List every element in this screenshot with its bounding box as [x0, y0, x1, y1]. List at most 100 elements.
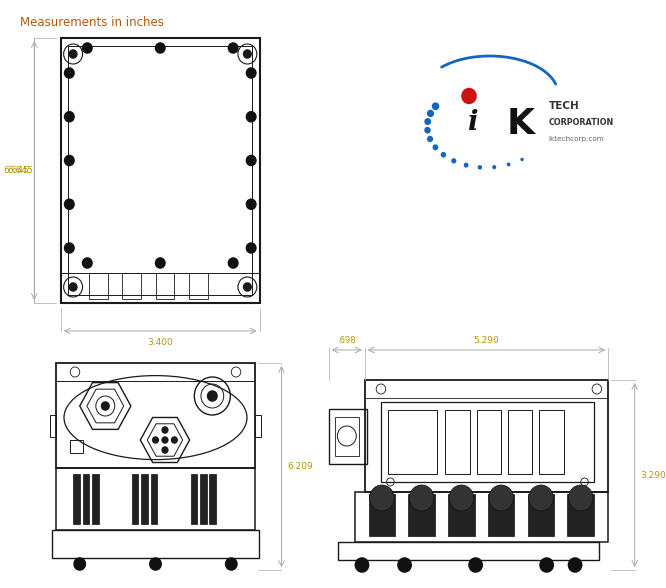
Circle shape — [489, 485, 513, 511]
Text: K: K — [507, 107, 535, 141]
Circle shape — [74, 558, 85, 570]
Text: 6.209: 6.209 — [287, 462, 313, 471]
Bar — [56, 468, 255, 530]
Bar — [356, 492, 608, 542]
Circle shape — [529, 485, 553, 511]
Circle shape — [540, 558, 553, 572]
Circle shape — [172, 437, 177, 443]
Circle shape — [228, 258, 238, 268]
Bar — [188, 273, 208, 299]
Circle shape — [428, 136, 432, 142]
Circle shape — [208, 391, 217, 401]
Circle shape — [433, 145, 438, 149]
Bar — [539, 410, 563, 474]
Circle shape — [469, 558, 482, 572]
Bar — [200, 474, 206, 524]
Bar — [56, 363, 255, 468]
Text: 3.400: 3.400 — [147, 338, 173, 347]
Circle shape — [462, 89, 476, 103]
Circle shape — [246, 199, 256, 209]
Bar — [123, 273, 141, 299]
Circle shape — [398, 558, 411, 572]
Circle shape — [569, 485, 593, 511]
Circle shape — [449, 485, 474, 511]
Circle shape — [101, 402, 109, 410]
Text: .698: .698 — [338, 336, 356, 345]
Bar — [334, 416, 359, 456]
Circle shape — [226, 558, 237, 570]
Text: iktechcorp.com: iktechcorp.com — [549, 136, 604, 142]
Circle shape — [478, 166, 482, 169]
Circle shape — [246, 112, 256, 122]
Circle shape — [425, 119, 430, 125]
Circle shape — [464, 163, 468, 167]
Bar — [69, 46, 252, 295]
Circle shape — [244, 50, 251, 58]
Text: 5.290: 5.290 — [474, 336, 500, 345]
Circle shape — [244, 283, 251, 291]
Bar — [73, 474, 80, 524]
Text: 6.645: 6.645 — [4, 166, 29, 175]
Circle shape — [432, 103, 439, 109]
Circle shape — [162, 427, 168, 433]
Text: 6.645: 6.645 — [8, 166, 33, 175]
Circle shape — [442, 153, 446, 157]
Circle shape — [521, 158, 523, 161]
Circle shape — [507, 163, 509, 166]
Circle shape — [83, 43, 92, 53]
Circle shape — [65, 112, 74, 122]
Bar — [488, 494, 514, 536]
Text: Measurements in inches: Measurements in inches — [20, 16, 164, 29]
Circle shape — [162, 437, 168, 443]
Circle shape — [246, 68, 256, 78]
Text: i: i — [468, 109, 478, 135]
Circle shape — [410, 485, 434, 511]
Bar — [52, 530, 258, 558]
Bar — [338, 542, 599, 560]
Circle shape — [246, 243, 256, 253]
Circle shape — [370, 485, 394, 511]
Circle shape — [425, 128, 430, 133]
Bar — [89, 273, 108, 299]
Bar — [446, 410, 470, 474]
Bar — [567, 494, 594, 536]
Circle shape — [150, 558, 161, 570]
Bar — [61, 38, 260, 303]
Circle shape — [155, 258, 165, 268]
Circle shape — [228, 43, 238, 53]
Circle shape — [493, 166, 496, 169]
Bar — [477, 410, 501, 474]
Text: 3.290: 3.290 — [641, 470, 666, 479]
Circle shape — [65, 243, 74, 253]
Bar — [92, 474, 99, 524]
Bar — [381, 402, 594, 482]
Bar — [190, 474, 197, 524]
Bar — [408, 494, 435, 536]
Bar — [527, 494, 554, 536]
Circle shape — [155, 43, 165, 53]
Circle shape — [69, 283, 77, 291]
Circle shape — [69, 50, 77, 58]
Circle shape — [65, 155, 74, 165]
Circle shape — [356, 558, 368, 572]
Circle shape — [428, 111, 434, 116]
Bar — [70, 440, 83, 453]
Bar — [141, 474, 148, 524]
Bar — [368, 494, 395, 536]
Circle shape — [65, 68, 74, 78]
Bar — [132, 474, 139, 524]
Text: CORPORATION: CORPORATION — [549, 118, 614, 126]
Bar — [51, 415, 56, 436]
Circle shape — [162, 447, 168, 453]
Bar — [508, 410, 532, 474]
Bar — [255, 415, 260, 436]
Circle shape — [246, 155, 256, 165]
Circle shape — [569, 558, 581, 572]
Bar — [155, 273, 174, 299]
Circle shape — [153, 437, 159, 443]
Bar — [365, 380, 608, 492]
Circle shape — [452, 159, 456, 163]
Bar — [448, 494, 475, 536]
Text: TECH: TECH — [549, 101, 579, 111]
Circle shape — [83, 258, 92, 268]
